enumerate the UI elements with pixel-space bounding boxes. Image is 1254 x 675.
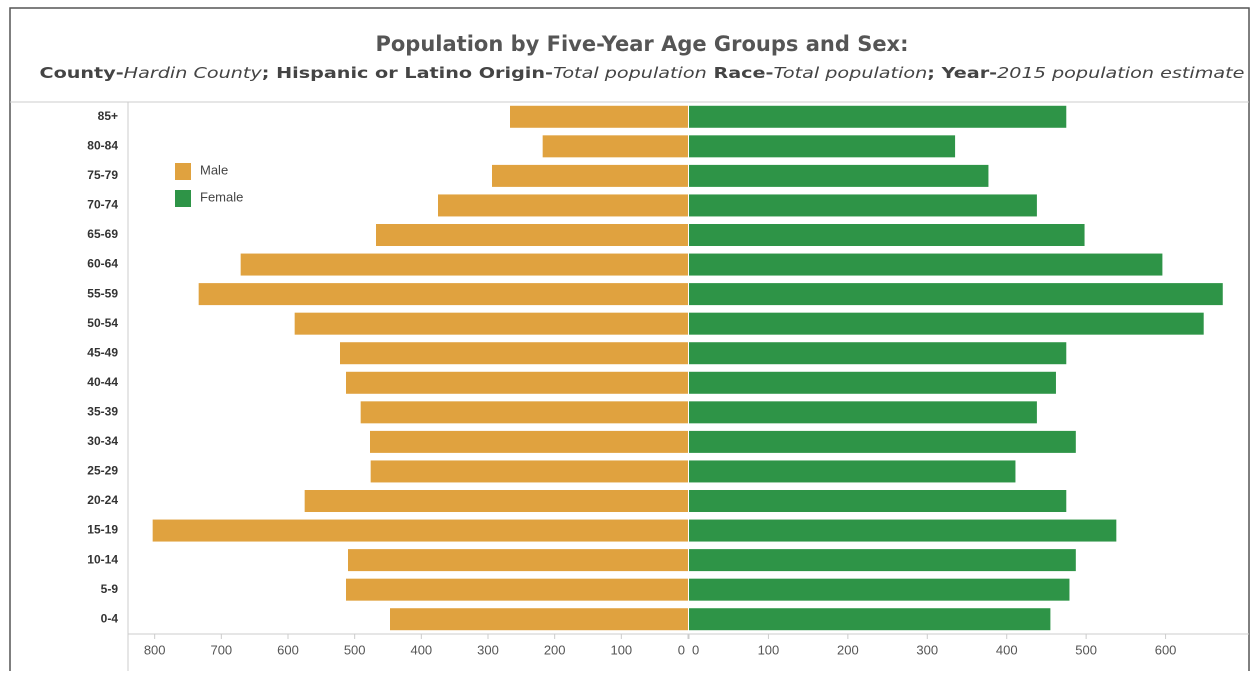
bar	[689, 430, 1076, 453]
bar	[198, 283, 688, 306]
x-tick-label: 200	[837, 642, 859, 657]
bar	[294, 312, 688, 335]
legend-label: Male	[200, 162, 228, 177]
x-tick-label: 500	[1075, 642, 1097, 657]
x-tick-label: 200	[544, 642, 566, 657]
bar	[689, 283, 1223, 306]
bar	[152, 519, 688, 542]
subtitle-part: Hardin County	[124, 64, 264, 82]
category-label: 15-19	[87, 523, 118, 537]
x-tick-label: 400	[410, 642, 432, 657]
bar	[370, 460, 688, 483]
subtitle-part: Race-	[707, 64, 774, 82]
category-label: 25-29	[87, 464, 118, 478]
x-tick-label: 100	[610, 642, 632, 657]
category-label: 5-9	[101, 582, 119, 596]
bar	[346, 371, 688, 394]
bar	[689, 460, 1016, 483]
bar	[240, 253, 688, 276]
category-label: 55-59	[87, 286, 118, 300]
legend-label: Female	[200, 189, 243, 204]
category-label: 30-34	[87, 434, 118, 448]
bar	[360, 401, 688, 424]
chart-subtitle: County- Hardin County; Hispanic or Latino…	[40, 64, 1245, 82]
bar	[689, 105, 1067, 128]
bar	[689, 578, 1070, 601]
subtitle-part: Total population	[553, 64, 707, 82]
x-tick-label: 300	[477, 642, 499, 657]
chart-title: Population by Five-Year Age Groups and S…	[375, 32, 908, 56]
x-tick-label: 400	[996, 642, 1018, 657]
bar	[689, 194, 1037, 217]
subtitle-part: County-	[40, 64, 124, 82]
bar	[340, 342, 688, 365]
bar	[304, 490, 688, 512]
legend-swatch	[175, 163, 191, 180]
category-label: 85+	[98, 109, 118, 123]
bar	[376, 224, 688, 246]
category-label: 40-44	[87, 375, 118, 389]
category-label: 0-4	[101, 611, 119, 625]
bar	[510, 105, 688, 128]
category-label: 20-24	[87, 493, 118, 507]
bar	[346, 578, 688, 601]
bar	[438, 194, 688, 217]
legend-swatch	[175, 190, 191, 207]
bar	[689, 224, 1085, 246]
subtitle-part: 2015 population estimate	[997, 64, 1244, 82]
subtitle-part: ;	[262, 64, 276, 82]
category-label: 10-14	[87, 552, 118, 566]
subtitle-part: Total population	[774, 64, 928, 82]
category-label: 45-49	[87, 345, 118, 359]
bar	[689, 342, 1067, 365]
category-label: 35-39	[87, 405, 118, 419]
bar	[689, 519, 1117, 542]
bar	[689, 490, 1067, 512]
bar	[689, 312, 1204, 335]
x-tick-label: 500	[344, 642, 366, 657]
x-tick-label: 700	[210, 642, 232, 657]
category-label: 75-79	[87, 168, 118, 182]
x-tick-label: 800	[144, 642, 166, 657]
x-tick-label: 100	[758, 642, 780, 657]
bar	[689, 164, 989, 187]
subtitle-part: ; Year-	[927, 64, 997, 82]
x-tick-label: 600	[1155, 642, 1177, 657]
x-tick-label: 300	[916, 642, 938, 657]
bar	[689, 608, 1051, 631]
bar	[492, 164, 688, 187]
bar	[689, 253, 1163, 276]
x-tick-label: 0	[678, 642, 685, 657]
category-label: 80-84	[87, 139, 118, 153]
bar	[689, 135, 956, 158]
x-tick-label: 600	[277, 642, 299, 657]
category-label: 60-64	[87, 257, 118, 271]
bar	[689, 549, 1076, 572]
category-label: 65-69	[87, 227, 118, 241]
bar	[348, 549, 688, 572]
category-label: 70-74	[87, 198, 118, 212]
bar	[542, 135, 688, 158]
bar	[689, 371, 1056, 394]
subtitle-part: Hispanic or Latino Origin-	[276, 64, 553, 82]
bar	[370, 430, 688, 453]
bar	[390, 608, 688, 631]
x-tick-label: 0	[692, 642, 699, 657]
category-label: 50-54	[87, 316, 118, 330]
bar	[689, 401, 1037, 424]
